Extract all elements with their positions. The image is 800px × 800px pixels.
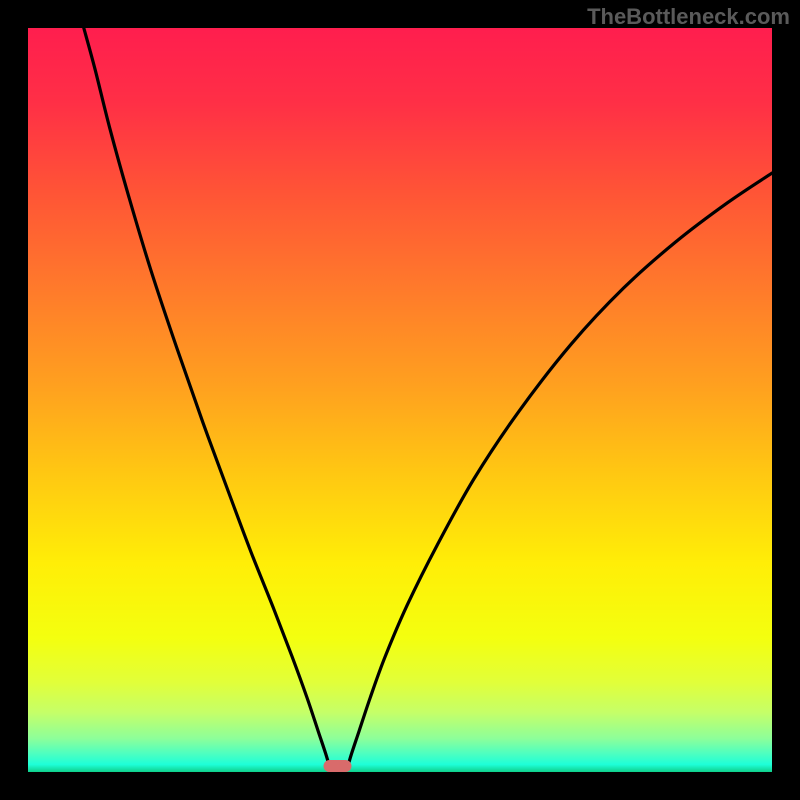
bottleneck-marker [324,760,352,772]
bottleneck-chart-svg [0,0,800,800]
plot-gradient-background [28,28,772,772]
watermark-label: TheBottleneck.com [587,4,790,30]
chart-canvas: TheBottleneck.com [0,0,800,800]
